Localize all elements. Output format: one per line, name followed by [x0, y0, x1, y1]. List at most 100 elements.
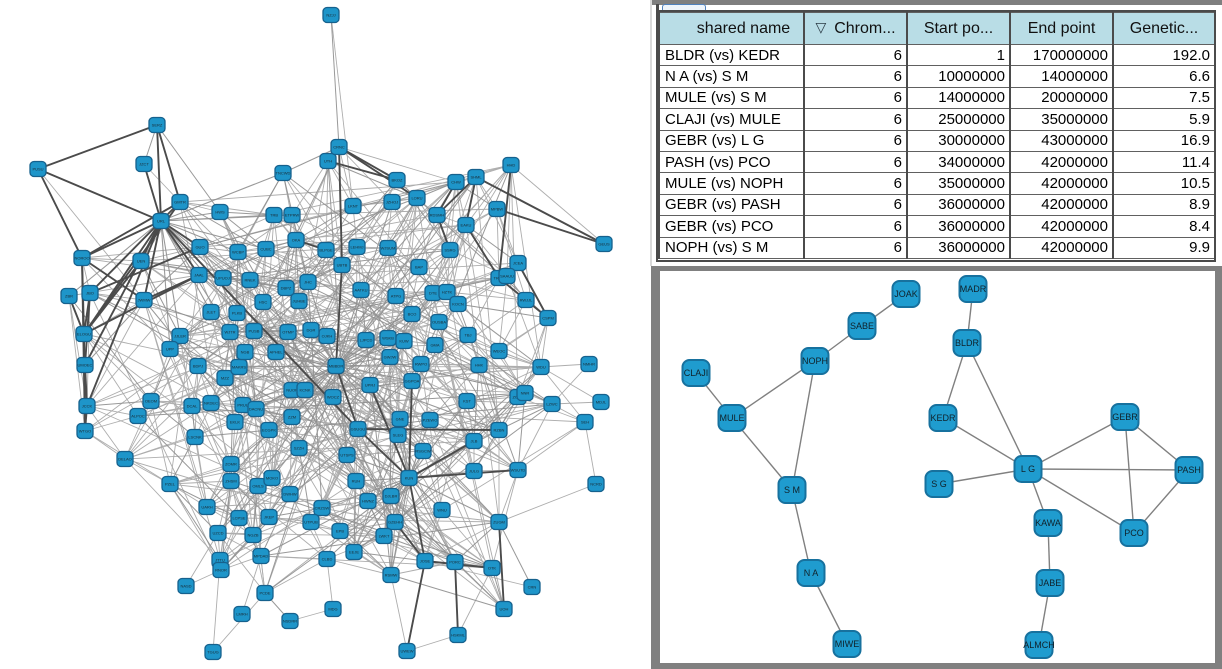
svg-text:RUH: RUH	[352, 479, 361, 484]
svg-text:JTTU: JTTU	[215, 558, 225, 563]
svg-text:RSMW: RSMW	[385, 573, 398, 578]
svg-text:OUSBA: OUSBA	[432, 320, 446, 325]
svg-text:HSKML: HSKML	[451, 633, 466, 638]
svg-text:SZZH: SZZH	[294, 446, 305, 451]
svg-text:UWEW: UWEW	[400, 649, 413, 654]
svg-text:JZHOJ: JZHOJ	[386, 200, 398, 205]
svg-text:GEBR: GEBR	[1112, 412, 1138, 422]
svg-text:LZWC: LZWC	[546, 402, 557, 407]
svg-text:MDJL: MDJL	[596, 400, 607, 405]
svg-text:MPDAD: MPDAD	[254, 554, 269, 559]
svg-text:JHC: JHC	[304, 280, 312, 285]
svg-text:JULG: JULG	[469, 469, 479, 474]
svg-text:WJTR: WJTR	[224, 330, 235, 335]
svg-text:RDSMH: RDSMH	[430, 213, 445, 218]
svg-text:URL: URL	[157, 219, 166, 224]
svg-text:JABE: JABE	[1039, 578, 1062, 588]
svg-text:DCAL: DCAL	[187, 404, 198, 409]
svg-text:PASH: PASH	[1177, 465, 1201, 475]
svg-text:TGUG: TGUG	[207, 650, 219, 655]
svg-text:OTMP: OTMP	[282, 330, 294, 335]
svg-text:WOCZ: WOCZ	[327, 395, 340, 400]
svg-text:UTPUB: UTPUB	[304, 520, 318, 525]
svg-text:ZBR: ZBR	[65, 294, 73, 299]
svg-text:L G: L G	[1021, 464, 1035, 474]
svg-text:JOSE: JOSE	[420, 559, 431, 564]
svg-text:CSPM: CSPM	[542, 316, 554, 321]
svg-text:DTE: DTE	[429, 291, 437, 296]
svg-text:PCDE: PCDE	[259, 591, 270, 596]
svg-text:ALPOC: ALPOC	[131, 414, 145, 419]
svg-text:JBO: JBO	[86, 291, 94, 296]
svg-text:GUO: GUO	[195, 245, 204, 250]
svg-text:PCO: PCO	[1124, 528, 1144, 538]
svg-text:PUSB: PUSB	[249, 329, 260, 334]
svg-text:UMOEC: UMOEC	[78, 363, 93, 368]
svg-text:LEHMJ: LEHMJ	[350, 245, 363, 250]
svg-text:CLBD: CLBD	[322, 557, 333, 562]
svg-text:GWJW: GWJW	[384, 355, 397, 360]
svg-text:MAKRS: MAKRS	[232, 365, 247, 370]
svg-text:PZEL: PZEL	[165, 482, 176, 487]
svg-text:WCBP: WCBP	[232, 250, 244, 255]
svg-text:RNEK: RNEK	[244, 278, 255, 283]
svg-text:WTGO: WTGO	[79, 429, 91, 434]
svg-text:BLDR: BLDR	[955, 338, 980, 348]
svg-text:WNU: WNU	[437, 508, 447, 513]
svg-text:NOPH: NOPH	[802, 356, 828, 366]
svg-text:LORU: LORU	[411, 196, 422, 201]
svg-text:WSUTD: WSUTD	[511, 468, 526, 473]
svg-text:PRUU: PRUU	[237, 403, 248, 408]
svg-text:NZJJ: NZJJ	[326, 13, 335, 18]
svg-text:UTSPS: UTSPS	[340, 453, 354, 458]
svg-text:EPB: EPB	[336, 529, 344, 534]
svg-text:NMHR: NMHR	[583, 362, 595, 367]
svg-text:BLPGE: BLPGE	[319, 248, 333, 253]
svg-text:HHK: HHK	[475, 363, 484, 368]
svg-text:OKA: OKA	[292, 238, 301, 243]
svg-text:MZZ: MZZ	[221, 376, 230, 381]
svg-text:PUSU: PUSU	[32, 167, 43, 172]
svg-text:SHML: SHML	[470, 175, 482, 180]
svg-text:HHD: HHD	[507, 163, 516, 168]
svg-text:RZBN: RZBN	[494, 428, 505, 433]
svg-text:ZZM: ZZM	[288, 415, 296, 420]
svg-text:JCEA: JCEA	[513, 261, 524, 266]
svg-text:SAAUU: SAAUU	[500, 274, 514, 279]
svg-text:GMA: GMA	[430, 343, 439, 348]
svg-text:KUN: KUN	[405, 476, 414, 481]
svg-text:NSDRR: NSDRR	[283, 619, 297, 624]
svg-text:JKEP: JKEP	[264, 515, 274, 520]
svg-text:LCPSE: LCPSE	[232, 516, 245, 521]
svg-text:NUOP: NUOP	[286, 388, 298, 393]
svg-text:SLEG: SLEG	[393, 433, 404, 438]
svg-text:LSCNK: LSCNK	[188, 435, 202, 440]
svg-text:EKLK: EKLK	[230, 420, 241, 425]
svg-text:GEUS: GEUS	[598, 242, 610, 247]
svg-text:UEN: UEN	[137, 259, 146, 264]
svg-text:ELOGU: ELOGU	[77, 332, 91, 337]
svg-text:CHW: CHW	[451, 180, 461, 185]
svg-text:LKNT: LKNT	[348, 204, 359, 209]
svg-text:N A: N A	[804, 568, 819, 578]
svg-text:ZHSM: ZHSM	[225, 479, 236, 484]
svg-text:HWS: HWS	[215, 210, 225, 215]
svg-text:ETPRW: ETPRW	[285, 213, 300, 218]
svg-text:BKOZ: BKOZ	[392, 178, 403, 183]
svg-text:EAKU: EAKU	[461, 223, 472, 228]
svg-text:CRNC: CRNC	[333, 145, 345, 150]
svg-text:MADR: MADR	[960, 284, 987, 294]
svg-text:JOAK: JOAK	[894, 289, 918, 299]
svg-text:NCRD: NCRD	[590, 482, 602, 487]
svg-text:UPRJ: UPRJ	[365, 383, 375, 388]
svg-text:KOCN: KOCN	[452, 302, 464, 307]
svg-text:OEOM: OEOM	[145, 399, 157, 404]
svg-text:DJLBR: DJLBR	[385, 494, 398, 499]
svg-text:JAAL: JAAL	[194, 273, 204, 278]
svg-text:GSUGU: GSUGU	[351, 427, 366, 432]
svg-text:NASD: NASD	[180, 584, 191, 589]
svg-text:ECGPK: ECGPK	[262, 428, 276, 433]
svg-text:SSRG: SSRG	[444, 248, 455, 253]
svg-text:OJKH: OJKH	[322, 334, 333, 339]
svg-text:NNR: NNR	[521, 391, 530, 396]
